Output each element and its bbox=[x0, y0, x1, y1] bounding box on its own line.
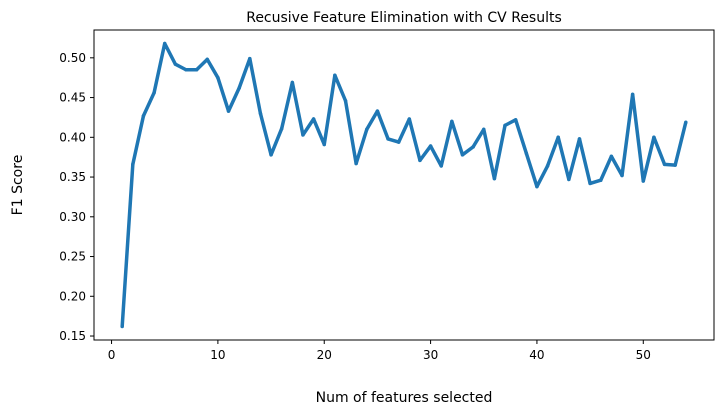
data-point bbox=[620, 173, 624, 178]
x-axis-ticks: 0 10 20 30 40 50 bbox=[108, 340, 651, 362]
data-point bbox=[173, 62, 178, 66]
data-point bbox=[418, 158, 422, 163]
y-axis-label: F1 Score bbox=[10, 155, 26, 216]
data-point bbox=[407, 117, 412, 121]
data-point bbox=[216, 75, 220, 80]
data-point bbox=[535, 184, 539, 189]
data-point bbox=[248, 56, 252, 61]
data-point bbox=[237, 86, 241, 90]
y-tick-label: 0.30 bbox=[59, 210, 86, 224]
data-point bbox=[471, 145, 475, 149]
data-point bbox=[322, 142, 326, 147]
x-tick-label: 40 bbox=[529, 348, 544, 362]
data-point bbox=[609, 154, 614, 159]
data-point bbox=[311, 117, 316, 121]
data-point bbox=[598, 178, 603, 182]
data-point bbox=[567, 177, 571, 182]
y-tick-label: 0.40 bbox=[59, 130, 86, 144]
data-point bbox=[460, 153, 465, 157]
data-point bbox=[556, 135, 560, 140]
data-point bbox=[226, 109, 231, 113]
data-point bbox=[396, 140, 401, 144]
data-point bbox=[641, 179, 646, 183]
data-point bbox=[386, 137, 390, 141]
data-point bbox=[194, 67, 199, 72]
data-point bbox=[365, 127, 369, 132]
data-point bbox=[141, 114, 146, 118]
data-point bbox=[577, 137, 582, 141]
data-point bbox=[131, 162, 135, 167]
data-point bbox=[428, 144, 433, 148]
data-point bbox=[684, 120, 688, 124]
data-point bbox=[450, 119, 454, 124]
x-tick-label: 10 bbox=[210, 348, 225, 362]
data-point bbox=[588, 181, 592, 186]
x-tick-label: 50 bbox=[636, 348, 651, 362]
data-point bbox=[290, 80, 295, 85]
data-point bbox=[673, 163, 677, 167]
y-tick-label: 0.50 bbox=[59, 51, 86, 65]
data-point bbox=[184, 67, 188, 72]
data-point bbox=[343, 98, 348, 103]
x-tick-label: 0 bbox=[108, 348, 116, 362]
data-point bbox=[354, 161, 358, 166]
data-point bbox=[269, 153, 273, 157]
data-point bbox=[333, 73, 337, 78]
data-point bbox=[258, 111, 263, 116]
y-tick-label: 0.35 bbox=[59, 170, 86, 184]
data-point bbox=[375, 109, 380, 113]
data-point bbox=[503, 123, 507, 128]
y-tick-label: 0.15 bbox=[59, 329, 86, 343]
y-tick-label: 0.45 bbox=[59, 91, 86, 105]
series-line bbox=[120, 41, 688, 327]
data-point bbox=[162, 41, 167, 46]
plot-area bbox=[93, 29, 715, 341]
y-axis-ticks: 0.15 0.20 0.25 0.30 0.35 0.40 0.45 0.50 bbox=[59, 51, 94, 343]
data-point bbox=[492, 176, 497, 181]
data-point bbox=[205, 57, 210, 62]
data-point bbox=[482, 127, 486, 132]
data-point bbox=[439, 164, 443, 168]
x-tick-label: 20 bbox=[317, 348, 332, 362]
chart-title: Recusive Feature Elimination with CV Res… bbox=[246, 10, 562, 26]
x-tick-label: 30 bbox=[423, 348, 438, 362]
y-tick-label: 0.25 bbox=[59, 250, 86, 264]
data-point bbox=[120, 324, 124, 329]
data-point bbox=[652, 135, 656, 140]
x-axis-label: Num of features selected bbox=[316, 390, 493, 406]
y-tick-label: 0.20 bbox=[59, 289, 86, 303]
data-point bbox=[301, 133, 305, 137]
series-layer bbox=[120, 41, 688, 329]
data-point bbox=[279, 126, 284, 131]
data-point bbox=[152, 91, 156, 95]
data-point bbox=[513, 118, 518, 122]
data-point bbox=[524, 151, 529, 155]
data-point bbox=[545, 164, 550, 168]
data-point bbox=[630, 92, 635, 97]
data-point bbox=[662, 162, 667, 167]
